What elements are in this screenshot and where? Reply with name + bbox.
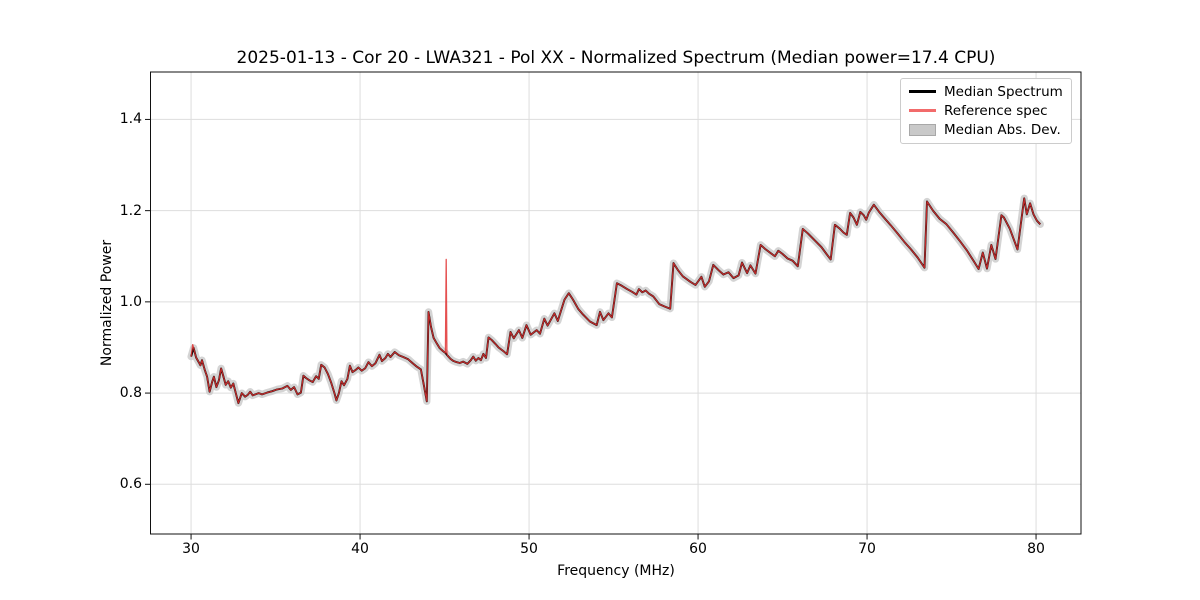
x-tick-label: 30 (182, 541, 200, 557)
chart-title: 2025-01-13 - Cor 20 - LWA321 - Pol XX - … (236, 48, 996, 68)
x-axis-label: Frequency (MHz) (557, 563, 675, 579)
y-tick-label: 0.6 (119, 476, 142, 493)
median-spectrum-line-swatch (909, 90, 936, 94)
reference-spec-line (190, 197, 1041, 404)
y-tick-label: 1.2 (119, 202, 142, 219)
legend-entry-reference-spec: Reference spec (909, 103, 1067, 119)
legend-entry-median-abs-dev: Median Abs. Dev. (909, 122, 1067, 138)
x-tick-label: 50 (520, 541, 538, 557)
median-abs-dev-band (187, 194, 1044, 407)
legend-label: Reference spec (944, 102, 1048, 119)
x-tick-label: 60 (689, 541, 707, 557)
axes-box (150, 71, 1082, 535)
y-tick-label: 1.0 (119, 293, 142, 310)
legend-label: Median Abs. Dev. (944, 122, 1061, 139)
legend: Median Spectrum Reference spec Median Ab… (900, 78, 1072, 144)
x-tick-label: 80 (1027, 541, 1045, 557)
legend-entry-median-spectrum: Median Spectrum (909, 84, 1067, 100)
y-tick-label: 0.8 (119, 385, 142, 402)
reference-spec-line-swatch (909, 109, 936, 113)
y-tick-label: 1.4 (119, 111, 142, 128)
x-tick-label: 70 (858, 541, 876, 557)
median-abs-dev-patch-swatch (909, 124, 936, 137)
x-tick-label: 40 (351, 541, 369, 557)
legend-label: Median Spectrum (944, 83, 1063, 100)
